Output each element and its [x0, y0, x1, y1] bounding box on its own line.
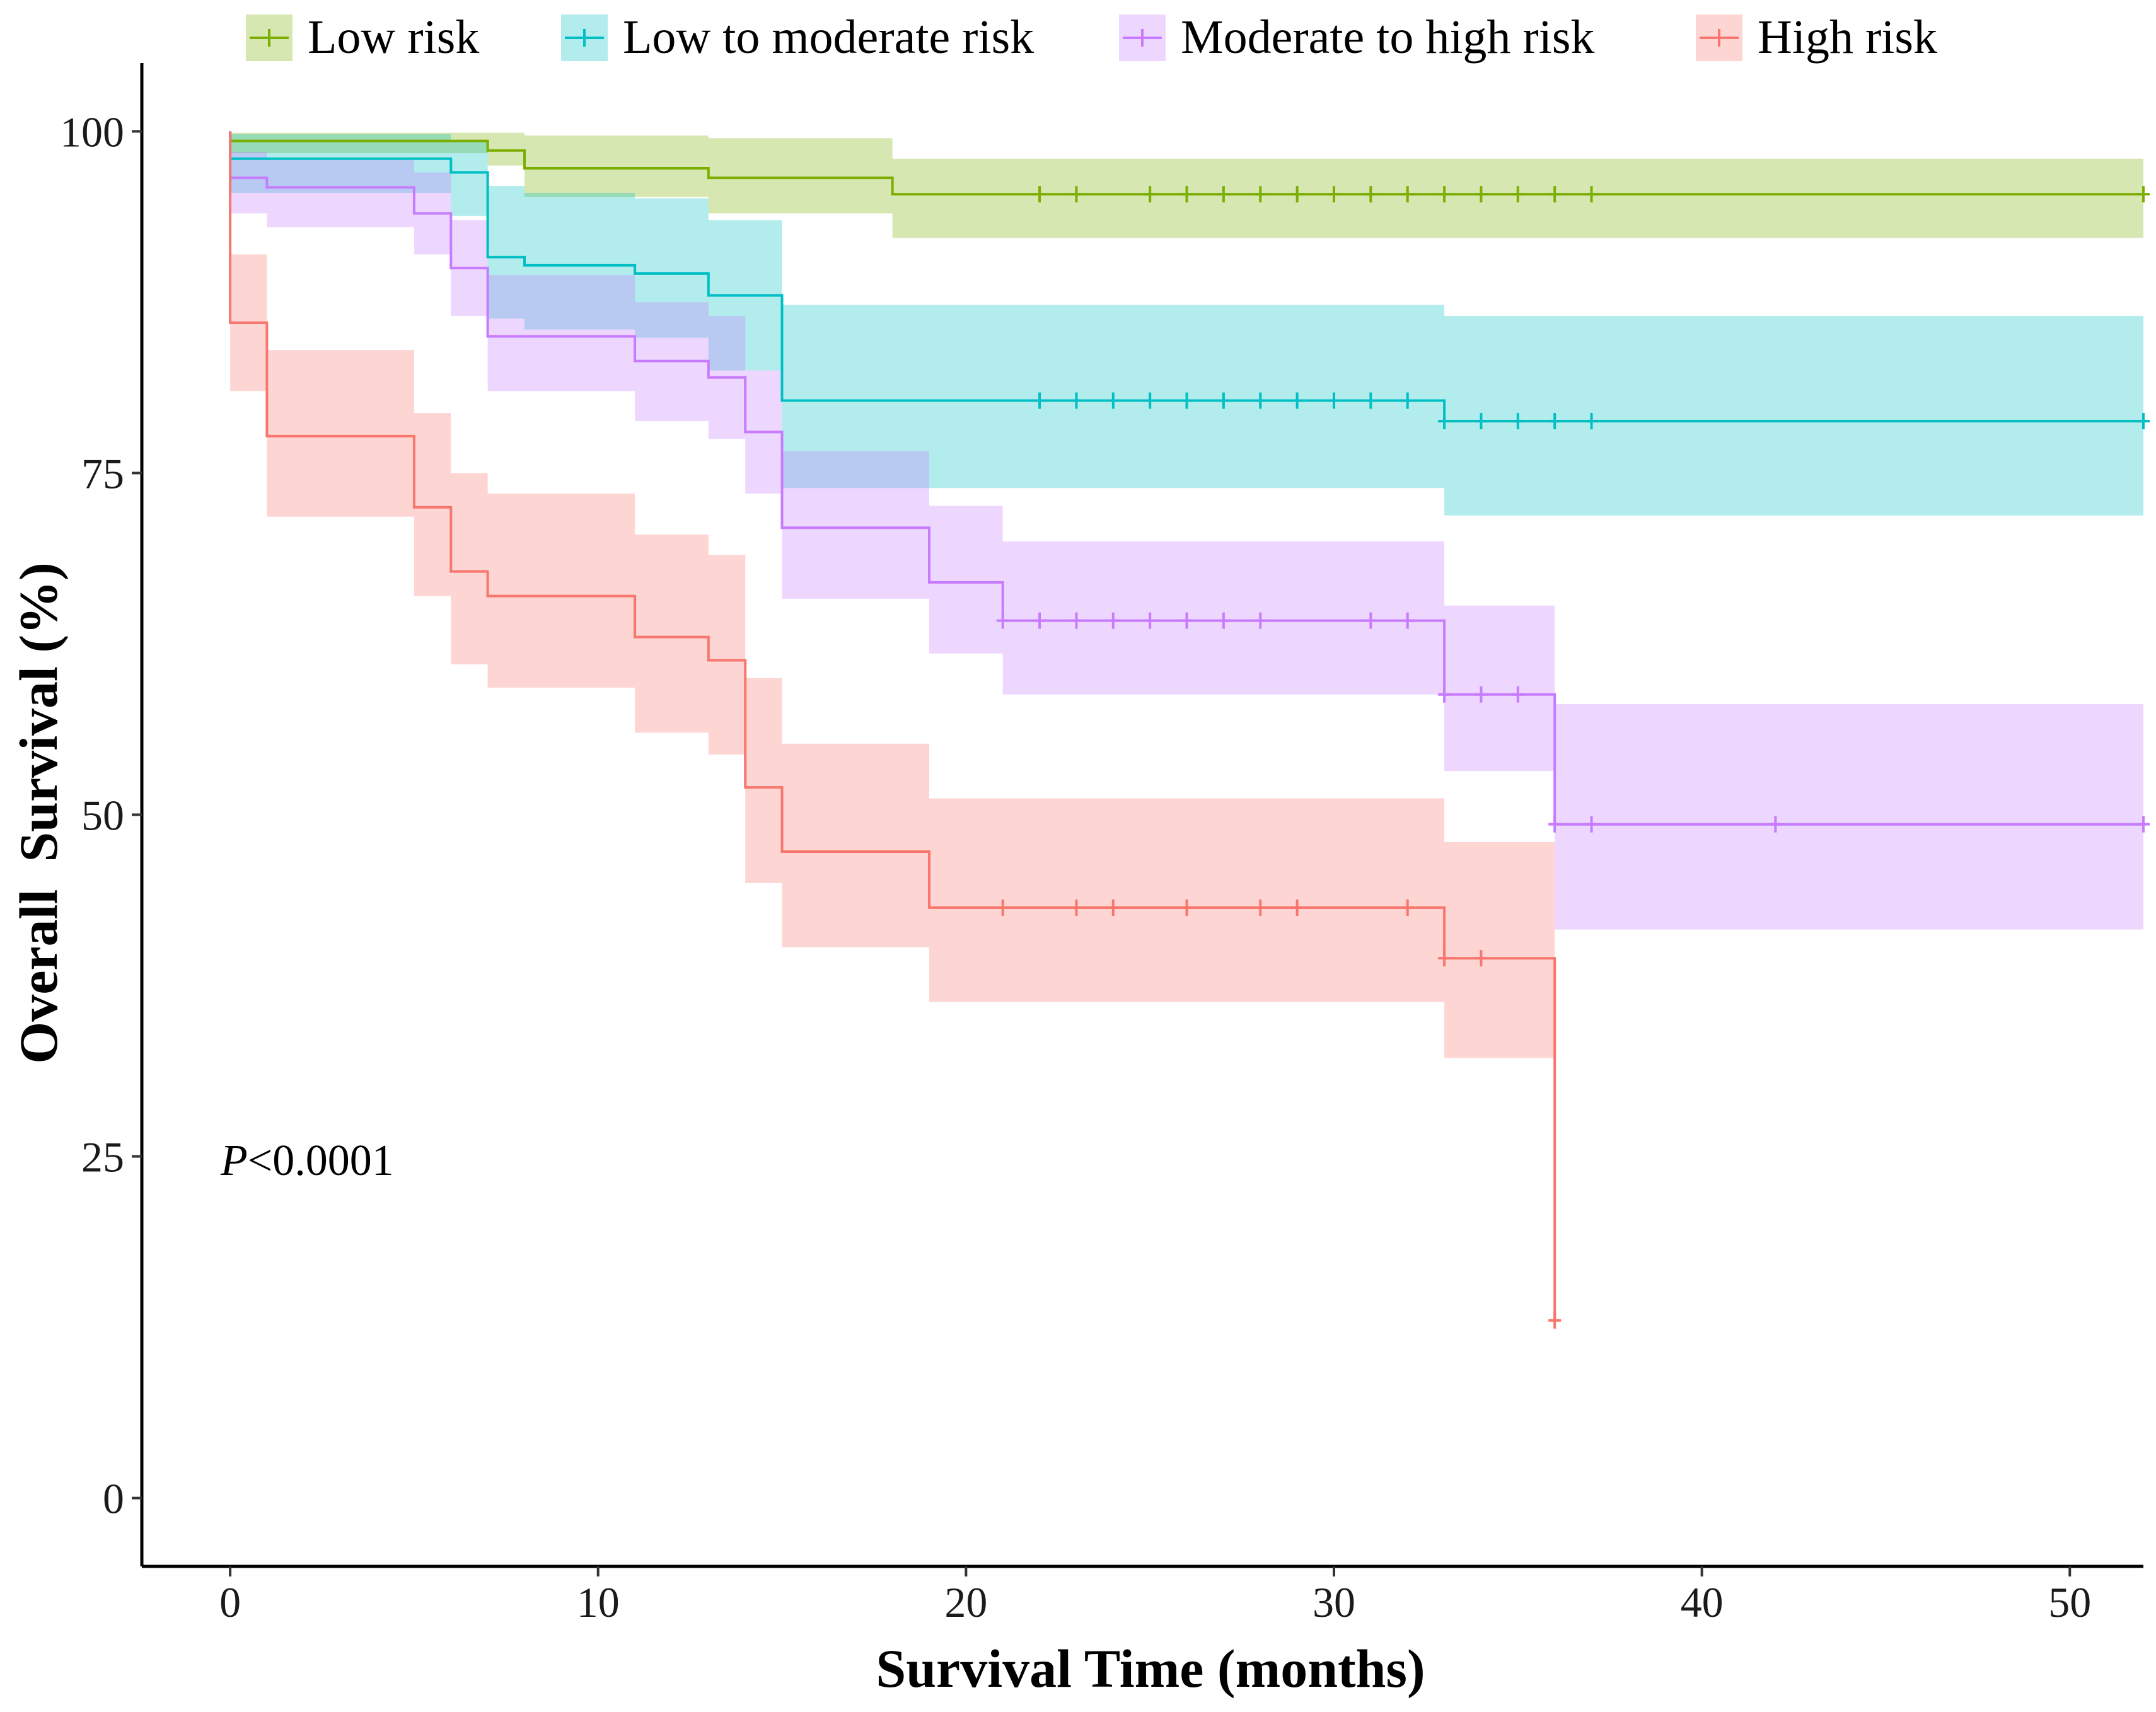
censor-mark-moderate-to-high-risk: [1254, 612, 1267, 629]
x-tick-label: 40: [1681, 1578, 1724, 1626]
legend-label-low-risk: Low risk: [308, 11, 479, 64]
survival-curve-low-risk: [229, 131, 2143, 196]
censor-mark-moderate-to-high-risk: [1585, 816, 1598, 833]
censor-mark-low-to-moderate-risk: [1585, 413, 1598, 430]
censor-mark-moderate-to-high-risk: [1033, 612, 1046, 629]
censor-mark-low-to-moderate-risk: [1401, 392, 1414, 409]
y-axis-title: Overall Survival (%): [8, 562, 69, 1063]
censor-mark-low-risk: [1033, 186, 1046, 203]
censor-mark-low-risk: [1438, 186, 1451, 203]
y-tick-label: 75: [81, 449, 124, 497]
censor-mark-moderate-to-high-risk: [1401, 612, 1414, 629]
x-tick-label: 50: [2048, 1578, 2091, 1626]
p-value-annotation: P<0.0001: [220, 1137, 394, 1185]
legend-label-moderate-to-high-risk: Moderate to high risk: [1181, 11, 1594, 64]
survival-curve-low-to-moderate-risk: [229, 131, 2143, 423]
censor-mark-low-to-moderate-risk: [1364, 392, 1377, 409]
legend: Low risk Low to moderate risk Moderate to …: [246, 11, 1937, 64]
axis-ticks: 0 10 20 30 40 50 0 25 50 75 100: [60, 108, 2091, 1626]
censor-mark-low-to-moderate-risk: [1180, 392, 1193, 409]
censor-mark-low-risk: [1585, 186, 1598, 203]
censor-mark-moderate-to-high-risk: [1180, 612, 1193, 629]
legend-item-low-to-moderate-risk: Low to moderate risk: [561, 11, 1034, 64]
legend-label-high-risk: High risk: [1758, 11, 1937, 64]
censor-mark-low-risk: [1217, 186, 1230, 203]
censor-mark-low-risk: [1144, 186, 1157, 203]
censor-mark-low-to-moderate-risk: [1033, 392, 1046, 409]
censor-mark-moderate-to-high-risk: [1511, 686, 1524, 703]
x-tick-label: 10: [577, 1578, 620, 1626]
censor-mark-moderate-to-high-risk: [1217, 612, 1230, 629]
legend-item-high-risk: High risk: [1696, 11, 1937, 64]
censor-mark-low-to-moderate-risk: [1548, 413, 1562, 430]
censor-mark-low-risk: [1475, 186, 1488, 203]
survival-curves: [229, 131, 2143, 1321]
censor-mark-high-risk: [1438, 950, 1451, 967]
censor-mark-low-to-moderate-risk: [1144, 392, 1157, 409]
censor-marks: [996, 186, 2150, 1329]
censor-mark-low-to-moderate-risk: [1438, 413, 1451, 430]
censor-mark-low-risk: [1364, 186, 1377, 203]
censor-mark-moderate-to-high-risk: [1144, 612, 1157, 629]
censor-mark-low-to-moderate-risk: [1217, 392, 1230, 409]
censor-mark-high-risk: [1475, 950, 1488, 967]
censor-mark-high-risk: [1254, 899, 1267, 916]
censor-mark-moderate-to-high-risk: [1438, 686, 1451, 703]
censor-mark-high-risk: [1106, 899, 1120, 916]
censor-mark-moderate-to-high-risk: [1475, 686, 1488, 703]
censor-mark-low-to-moderate-risk: [1254, 392, 1267, 409]
censor-mark-high-risk: [1290, 899, 1304, 916]
censor-mark-moderate-to-high-risk: [996, 612, 1009, 629]
censor-mark-low-to-moderate-risk: [1475, 413, 1488, 430]
y-tick-label: 100: [60, 108, 124, 156]
censor-mark-moderate-to-high-risk: [1106, 612, 1120, 629]
censor-mark-high-risk: [996, 899, 1009, 916]
confidence-band-moderate-to-high-risk: [230, 151, 2143, 930]
censor-mark-low-risk: [1070, 186, 1083, 203]
censor-mark-low-risk: [1401, 186, 1414, 203]
y-tick-label: 25: [81, 1133, 124, 1181]
p-value-text: <0.0001: [248, 1137, 394, 1185]
survival-curve-high-risk: [229, 131, 1556, 1321]
censor-mark-low-to-moderate-risk: [1070, 392, 1083, 409]
censor-mark-moderate-to-high-risk: [1769, 816, 1782, 833]
survival-curve-moderate-to-high-risk: [229, 131, 2143, 826]
censor-mark-low-risk: [1548, 186, 1562, 203]
censor-mark-low-risk: [1180, 186, 1193, 203]
censor-mark-moderate-to-high-risk: [1364, 612, 1377, 629]
censor-mark-low-to-moderate-risk: [1327, 392, 1340, 409]
y-tick-label: 50: [81, 792, 124, 840]
censor-mark-low-to-moderate-risk: [1106, 392, 1120, 409]
censor-mark-high-risk: [1180, 899, 1193, 916]
censor-mark-low-risk: [1511, 186, 1524, 203]
censor-mark-low-risk: [2137, 186, 2150, 203]
censor-mark-moderate-to-high-risk: [2137, 816, 2150, 833]
x-tick-label: 20: [944, 1578, 987, 1626]
p-value-prefix: P: [220, 1137, 248, 1185]
x-axis-title: Survival Time (months): [876, 1638, 1425, 1699]
censor-mark-moderate-to-high-risk: [1070, 612, 1083, 629]
legend-item-moderate-to-high-risk: Moderate to high risk: [1119, 11, 1594, 64]
legend-label-low-to-moderate-risk: Low to moderate risk: [623, 11, 1034, 64]
confidence-band-high-risk: [230, 254, 1555, 1058]
censor-mark-low-risk: [1290, 186, 1304, 203]
censor-mark-low-risk: [1254, 186, 1267, 203]
y-tick-label: 0: [103, 1475, 124, 1523]
confidence-band-low-risk: [230, 132, 2143, 238]
x-tick-label: 30: [1313, 1578, 1355, 1626]
censor-mark-low-risk: [1327, 186, 1340, 203]
censor-mark-low-to-moderate-risk: [1290, 392, 1304, 409]
censor-mark-low-to-moderate-risk: [1511, 413, 1524, 430]
censor-mark-moderate-to-high-risk: [1548, 816, 1562, 833]
x-tick-label: 0: [219, 1578, 241, 1626]
censor-mark-high-risk: [1070, 899, 1083, 916]
legend-item-low-risk: Low risk: [246, 11, 479, 64]
censor-mark-low-to-moderate-risk: [2137, 413, 2150, 430]
censor-mark-high-risk: [1548, 1312, 1562, 1329]
censor-mark-high-risk: [1401, 899, 1414, 916]
